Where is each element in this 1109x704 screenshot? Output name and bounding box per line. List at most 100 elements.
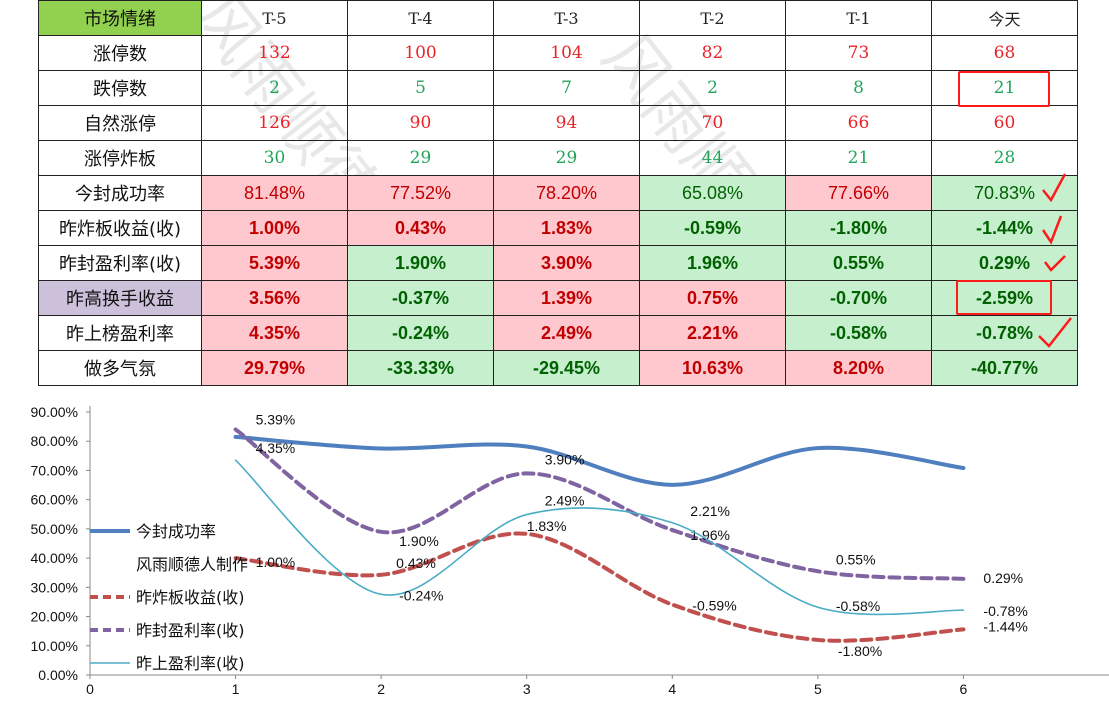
- legend-label: 今封成功率: [136, 522, 216, 541]
- series-line: [233, 427, 966, 581]
- row-label: 今封成功率: [38, 175, 202, 211]
- table-row: 跌停数 2 5 7 2 8 21: [38, 70, 1078, 106]
- row-label: 昨封盈利率(收): [38, 245, 202, 281]
- table-cell: 66: [785, 105, 932, 141]
- x-tick-label: 1: [232, 681, 240, 697]
- table-row: 做多气氛 29.79% -33.33% -29.45% 10.63% 8.20% -40.7…: [38, 350, 1078, 386]
- legend-label: 昨上盈利率(收): [136, 654, 245, 673]
- check-mark-icon: [1038, 317, 1072, 348]
- table-row: 自然涨停 126 90 94 70 66 60: [38, 105, 1078, 141]
- x-tick-label: 3: [523, 681, 531, 697]
- table-cell: 0.55%: [785, 245, 932, 281]
- table-cell: 4.35%: [201, 315, 348, 351]
- data-label: -0.58%: [836, 598, 880, 614]
- table-cell: -0.70%: [785, 280, 932, 316]
- y-tick-label: 0.00%: [38, 667, 78, 683]
- row-label: 做多气氛: [38, 350, 202, 386]
- table-cell: 5.39%: [201, 245, 348, 281]
- data-label: 1.96%: [690, 527, 730, 543]
- check-mark-icons: [1038, 173, 1072, 348]
- table-row: 涨停炸板 30 29 29 44 21 28: [38, 140, 1078, 176]
- table-cell: -40.77%: [931, 350, 1078, 386]
- x-tick-label: 5: [814, 681, 822, 697]
- table-cell: 77.66%: [785, 175, 932, 211]
- y-tick-label: 40.00%: [31, 550, 78, 566]
- table-cell: 77.52%: [347, 175, 494, 211]
- y-tick-label: 10.00%: [31, 638, 78, 654]
- table-cell: 132: [201, 35, 348, 71]
- data-label: -1.80%: [838, 643, 882, 659]
- column-header: T-1: [785, 0, 932, 36]
- table-cell: 8.20%: [785, 350, 932, 386]
- table-cell: 0.75%: [639, 280, 786, 316]
- table-cell: 126: [201, 105, 348, 141]
- table-cell: 90: [347, 105, 494, 141]
- row-label: 昨高换手收益: [38, 280, 202, 316]
- y-tick-label: 20.00%: [31, 609, 78, 625]
- y-tick-label: 30.00%: [31, 579, 78, 595]
- table-cell: 60: [931, 105, 1078, 141]
- column-header: T-5: [201, 0, 348, 36]
- data-label: 0.55%: [836, 551, 876, 567]
- table-cell: 8: [785, 70, 932, 106]
- y-tick-label: 60.00%: [31, 492, 78, 508]
- table-cell: 3.90%: [493, 245, 640, 281]
- market-sentiment-table: 市场情绪 T-5 T-4 T-3 T-2 T-1 今天 涨停数 132 100 104 82 73 68 跌…: [38, 0, 1078, 386]
- table-cell: -1.80%: [785, 210, 932, 246]
- y-tick-label: 50.00%: [31, 521, 78, 537]
- table-cell: 78.20%: [493, 175, 640, 211]
- table-row: 昨上榜盈利率 4.35% -0.24% 2.49% 2.21% -0.58% -0.78%: [38, 315, 1078, 351]
- table-cell: 21: [785, 140, 932, 176]
- table-cell: 104: [493, 35, 640, 71]
- table-cell: 29.79%: [201, 350, 348, 386]
- row-label: 涨停炸板: [38, 140, 202, 176]
- y-tick-label: 90.00%: [31, 404, 78, 420]
- check-mark-icon: [1042, 173, 1067, 203]
- table-cell: 65.08%: [639, 175, 786, 211]
- table-cell: -29.45%: [493, 350, 640, 386]
- data-label: -1.44%: [983, 618, 1027, 634]
- row-label: 自然涨停: [38, 105, 202, 141]
- data-label: 0.43%: [396, 555, 436, 571]
- table-cell: 2: [201, 70, 348, 106]
- series-line: [233, 531, 966, 643]
- table-cell: 29: [347, 140, 494, 176]
- table-cell: 81.48%: [201, 175, 348, 211]
- legend-label: 昨封盈利率(收): [136, 621, 245, 640]
- table-cell: -33.33%: [347, 350, 494, 386]
- table-cell: 28: [931, 140, 1078, 176]
- table-cell: 2.49%: [493, 315, 640, 351]
- series-line: [233, 434, 966, 487]
- y-tick-label: 70.00%: [31, 462, 78, 478]
- column-header: T-2: [639, 0, 786, 36]
- table-cell: 5: [347, 70, 494, 106]
- table-cell: -1.44%: [931, 210, 1078, 246]
- table-header-row: 市场情绪 T-5 T-4 T-3 T-2 T-1 今天: [38, 0, 1078, 36]
- table-cell: 82: [639, 35, 786, 71]
- table-cell: 73: [785, 35, 932, 71]
- table-cell: 0.43%: [347, 210, 494, 246]
- table-cell: 70: [639, 105, 786, 141]
- x-tick-label: 6: [960, 681, 968, 697]
- row-label: 昨上榜盈利率: [38, 315, 202, 351]
- table-cell: 44: [639, 140, 786, 176]
- x-tick-label: 0: [86, 681, 94, 697]
- table-cell: -0.59%: [639, 210, 786, 246]
- legend-label: 昨炸板收益(收): [136, 588, 245, 607]
- row-label: 昨炸板收益(收): [38, 210, 202, 246]
- row-label: 涨停数: [38, 35, 202, 71]
- table-cell: -0.58%: [785, 315, 932, 351]
- data-label: -0.78%: [983, 603, 1027, 619]
- data-label: 0.29%: [983, 570, 1023, 586]
- x-tick-label: 4: [668, 681, 676, 697]
- table-row: 昨炸板收益(收) 1.00% 0.43% 1.83% -0.59% -1.80% -1.44…: [38, 210, 1078, 246]
- table-row: 涨停数 132 100 104 82 73 68: [38, 35, 1078, 71]
- table-cell: 2.21%: [639, 315, 786, 351]
- check-mark-icon: [1041, 215, 1063, 245]
- table-cell: 30: [201, 140, 348, 176]
- data-label: 1.83%: [527, 518, 567, 534]
- series-line: [234, 459, 965, 616]
- table-cell: 1.39%: [493, 280, 640, 316]
- table-cell: 7: [493, 70, 640, 106]
- table-cell: -0.24%: [347, 315, 494, 351]
